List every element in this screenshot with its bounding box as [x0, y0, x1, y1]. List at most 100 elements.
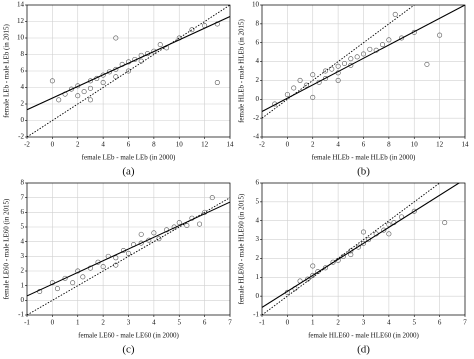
point — [335, 77, 341, 83]
plot-area — [27, 195, 230, 315]
y-tick-label: -4 — [253, 133, 259, 141]
plot-frame — [261, 182, 466, 316]
x-tick-label: 2 — [311, 141, 315, 149]
x-tick-label: 0 — [286, 141, 290, 149]
point — [329, 66, 335, 72]
y-tick-label: 6 — [21, 208, 25, 216]
x-tick-label: 6 — [438, 319, 442, 327]
point — [310, 263, 316, 269]
x-tick-label: 14 — [462, 141, 470, 149]
point — [386, 37, 392, 43]
point — [214, 80, 220, 86]
y-tick-label: 8 — [21, 179, 25, 187]
x-tick-label: 4 — [152, 319, 156, 327]
point — [360, 229, 366, 235]
x-tick-label: -2 — [259, 141, 265, 149]
point — [322, 68, 328, 74]
y-tick-label: -2 — [18, 133, 24, 141]
point — [87, 85, 93, 91]
point — [424, 61, 430, 67]
y-tick-label: 0 — [21, 296, 25, 304]
point — [80, 274, 86, 280]
y-tick-label: 4 — [21, 237, 25, 245]
panel-label: (d) — [357, 344, 370, 356]
point — [386, 231, 392, 237]
x-tick-label: 8 — [387, 141, 391, 149]
x-axis-label: female LEb - male LEb (in 2000) — [82, 154, 176, 162]
x-tick-label: 3 — [127, 319, 131, 327]
x-tick-label: 8 — [152, 141, 156, 149]
x-tick-label: 3 — [362, 319, 366, 327]
point — [411, 208, 417, 214]
point — [437, 32, 443, 38]
y-tick-label: 5 — [256, 197, 260, 205]
y-tick-label: 3 — [256, 235, 260, 243]
point — [56, 97, 62, 103]
point — [156, 236, 162, 242]
y-tick-label: 6 — [21, 67, 25, 75]
point — [322, 76, 328, 82]
y-tick-label: 10 — [17, 34, 25, 42]
reference-line — [262, 5, 416, 119]
y-tick-label: -1 — [18, 311, 24, 319]
point — [113, 255, 119, 261]
x-tick-label: -2 — [24, 141, 30, 149]
point — [70, 280, 76, 286]
reference-line — [27, 197, 230, 315]
point — [126, 250, 132, 256]
fit-line — [262, 183, 461, 308]
x-tick-label: 0 — [51, 319, 55, 327]
y-axis-label: female HLE60 - male HLE60 (in 2015) — [238, 193, 246, 304]
y-tick-label: 10 — [252, 1, 260, 9]
x-axis-label: female HLE60 - male HLE60 (in 2000) — [308, 332, 419, 340]
point — [348, 62, 354, 68]
point — [322, 265, 328, 271]
x-tick-label: 12 — [436, 141, 444, 149]
x-tick-label: 4 — [387, 319, 391, 327]
point — [68, 86, 74, 92]
plot-frame — [26, 182, 231, 316]
point — [49, 78, 55, 84]
y-tick-label: -1 — [253, 311, 259, 319]
point — [113, 35, 119, 41]
plot-area — [27, 5, 230, 137]
x-tick-label: 5 — [413, 319, 417, 327]
y-tick-label: 2 — [21, 267, 25, 275]
y-axis-label: female LE60 - male LE60 (in 2015) — [3, 198, 11, 299]
point — [189, 27, 195, 33]
y-tick-label: 0 — [256, 95, 260, 103]
x-tick-label: 1 — [311, 319, 315, 327]
point — [81, 89, 87, 95]
point — [106, 69, 112, 75]
point — [442, 220, 448, 226]
y-tick-label: 7 — [21, 193, 25, 201]
point — [341, 60, 347, 66]
y-tick-label: 2 — [21, 100, 25, 108]
point — [176, 220, 182, 226]
x-tick-label: 10 — [411, 141, 419, 149]
point — [100, 72, 106, 78]
x-tick-label: 14 — [227, 141, 235, 149]
point — [303, 82, 309, 88]
x-tick-label: 12 — [201, 141, 209, 149]
point — [348, 56, 354, 62]
point — [184, 223, 190, 229]
x-tick-label: -1 — [259, 319, 265, 327]
y-tick-label: 5 — [21, 223, 25, 231]
point — [151, 230, 157, 236]
point — [113, 66, 119, 72]
plot-frame — [26, 4, 231, 138]
y-tick-label: -2 — [253, 114, 259, 122]
point — [197, 221, 203, 227]
point — [100, 80, 106, 86]
point — [340, 254, 346, 260]
point — [392, 11, 398, 17]
plot-area — [262, 183, 461, 315]
point — [126, 68, 132, 74]
point — [399, 35, 405, 41]
panel: -2 0 2 4 6 8 10 12 14 -2 0 2 4 6 8 10 12 14 female LEb - m… — [3, 1, 234, 178]
y-axis-label: female HLEb - male HLEb (in 2015) — [238, 18, 246, 122]
x-tick-label: 2 — [76, 141, 80, 149]
